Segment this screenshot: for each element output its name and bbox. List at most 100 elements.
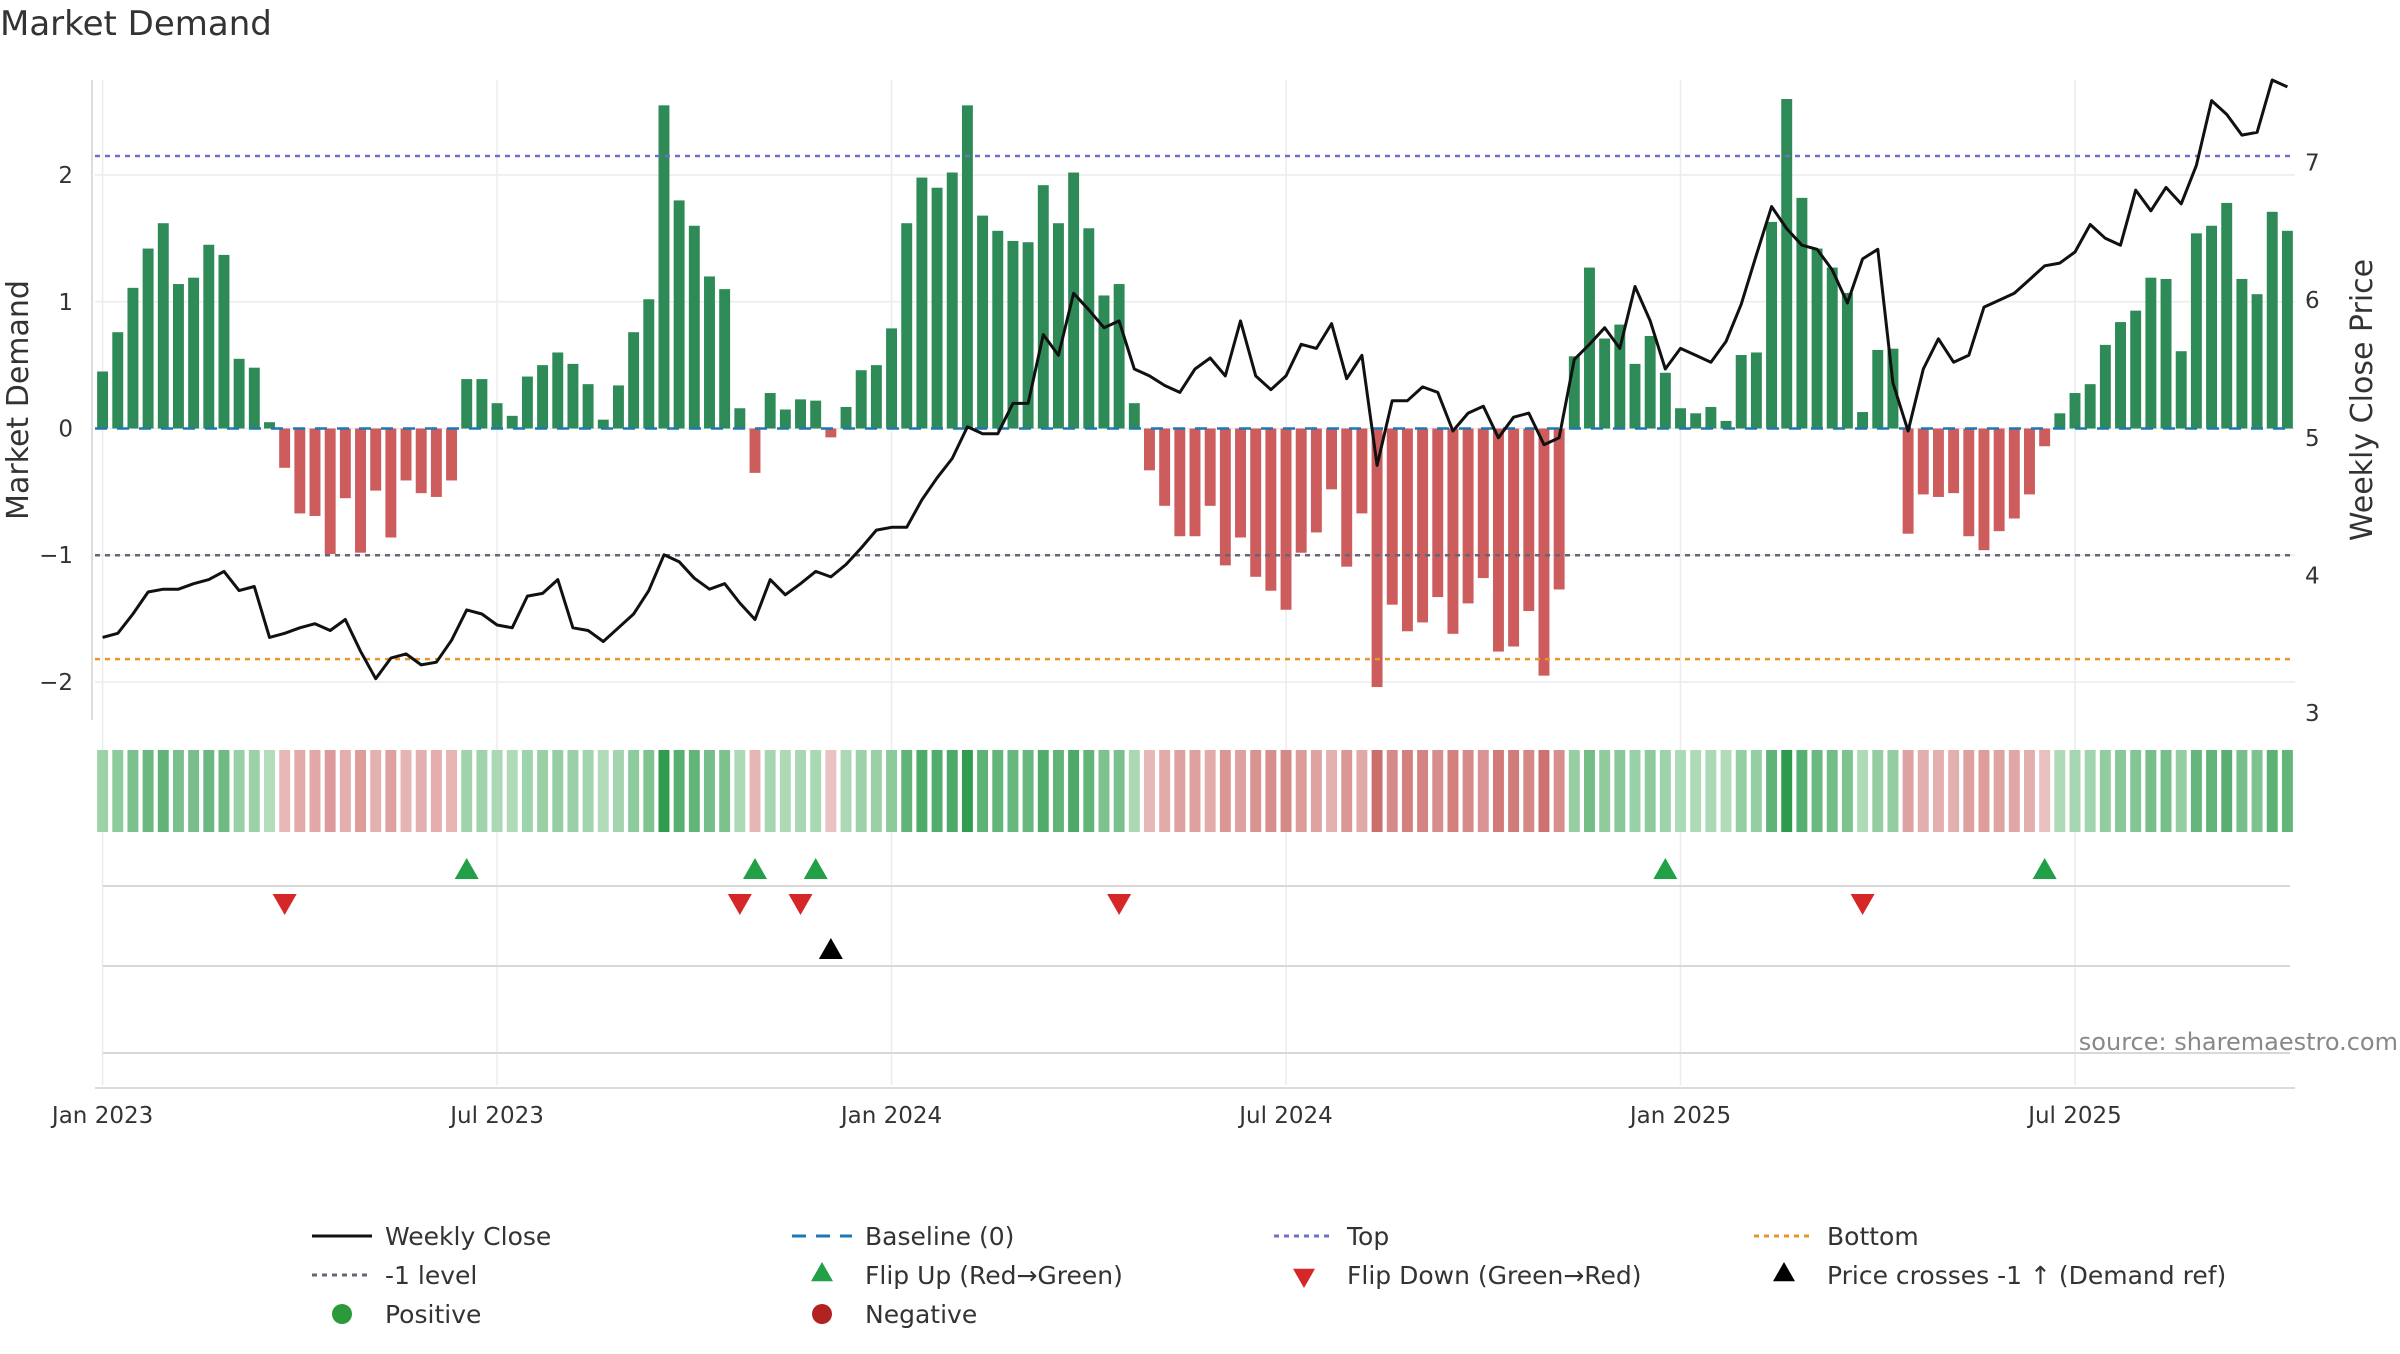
heat-cell xyxy=(1144,750,1155,832)
heat-cell xyxy=(142,750,154,832)
legend-label: Flip Down (Green→Red) xyxy=(1347,1261,1642,1290)
x-tick-label: Jul 2025 xyxy=(2026,1103,2122,1129)
heat-cell xyxy=(749,750,761,832)
demand-bar xyxy=(2251,294,2263,429)
heat-cell xyxy=(1720,750,1732,832)
heat-cell xyxy=(1356,750,1368,832)
demand-heat-strip xyxy=(97,750,2293,832)
demand-bar xyxy=(2266,211,2278,429)
heat-cell xyxy=(886,750,898,832)
demand-bar xyxy=(931,187,943,429)
heat-cell xyxy=(2206,750,2218,832)
legend-swatch xyxy=(1773,1262,1795,1282)
demand-bar xyxy=(1811,248,1823,429)
demand-bar xyxy=(2206,225,2218,429)
heat-cell xyxy=(1189,750,1201,832)
demand-bar xyxy=(901,223,913,429)
heat-cell xyxy=(1735,750,1747,832)
heat-cell xyxy=(1659,750,1671,832)
heat-cell xyxy=(1568,750,1580,832)
heat-cell xyxy=(355,750,366,832)
demand-bar xyxy=(476,379,488,429)
y-tick-right: 6 xyxy=(2305,288,2320,314)
demand-bar xyxy=(2054,413,2066,429)
demand-bar xyxy=(1584,267,1595,429)
demand-bar xyxy=(1705,406,1717,429)
demand-bar xyxy=(309,428,321,516)
demand-bar xyxy=(946,172,958,429)
heat-cell xyxy=(2008,750,2020,832)
demand-bar xyxy=(1841,292,1853,429)
flip-up-marker xyxy=(743,858,767,879)
heat-cell xyxy=(1204,750,1216,832)
demand-bar xyxy=(704,276,715,429)
legend-label: Weekly Close xyxy=(385,1222,551,1251)
heat-cell xyxy=(430,750,442,832)
heat-cell xyxy=(1401,750,1413,832)
demand-bar xyxy=(1492,428,1504,652)
demand-bar xyxy=(1128,403,1140,429)
heat-cell xyxy=(1492,750,1504,832)
heat-cell xyxy=(1508,750,1520,832)
legend-item-baseline: Baseline (0) xyxy=(792,1222,1014,1251)
demand-bar xyxy=(1052,223,1064,429)
flip-up-marker xyxy=(2032,858,2057,879)
heat-cell xyxy=(294,750,306,832)
demand-bar xyxy=(855,370,867,429)
heat-cell xyxy=(1310,750,1322,832)
demand-bar xyxy=(719,289,731,429)
heat-cell xyxy=(1750,750,1762,832)
heat-cell xyxy=(931,750,943,832)
demand-bar xyxy=(870,365,882,429)
demand-bar xyxy=(97,371,109,429)
demand-bar xyxy=(1948,428,1960,494)
demand-bar xyxy=(688,225,700,429)
heat-cell xyxy=(233,750,245,832)
heat-cell xyxy=(112,750,124,832)
heat-cell xyxy=(415,750,427,832)
heat-cell xyxy=(2024,750,2035,832)
heat-cell xyxy=(506,750,518,832)
heat-cell xyxy=(370,750,382,832)
heat-cell xyxy=(2069,750,2081,832)
demand-bar xyxy=(916,177,928,429)
x-tick-label: Jul 2023 xyxy=(448,1103,544,1129)
legend-label: Top xyxy=(1346,1222,1389,1251)
heat-cell xyxy=(1932,750,1944,832)
demand-bar xyxy=(1447,428,1459,634)
legend-item-flip_up: Flip Up (Red→Green) xyxy=(811,1261,1123,1290)
heat-cell xyxy=(612,750,624,832)
heat-cell xyxy=(1584,750,1595,832)
heat-cell xyxy=(1295,750,1307,832)
heat-cell xyxy=(385,750,397,832)
flip-down-marker xyxy=(727,894,752,915)
chart-title: Market Demand xyxy=(0,4,272,44)
demand-bar xyxy=(370,428,382,491)
heat-cell xyxy=(1826,750,1838,832)
y-axis-title-right: Weekly Close Price xyxy=(2345,259,2380,541)
y-tick-left: 2 xyxy=(58,163,73,189)
demand-bar xyxy=(233,358,245,429)
demand-bar xyxy=(1523,428,1535,612)
legend-label: Price crosses -1 ↑ (Demand ref) xyxy=(1827,1261,2226,1290)
heat-cell xyxy=(97,750,109,832)
heat-cell xyxy=(1781,750,1793,832)
heat-cell xyxy=(491,750,503,832)
heat-cell xyxy=(2251,750,2263,832)
demand-bar xyxy=(734,408,746,429)
demand-bar xyxy=(2084,384,2096,429)
heat-cell xyxy=(1417,750,1429,832)
legend-item-bottom: Bottom xyxy=(1754,1222,1919,1251)
demand-bar xyxy=(1508,428,1520,647)
heat-cell xyxy=(825,750,837,832)
legend-item-minus1: -1 level xyxy=(312,1261,477,1290)
heat-cell xyxy=(157,750,169,832)
legend-swatch xyxy=(332,1304,352,1324)
demand-bar xyxy=(628,332,640,429)
heat-cell xyxy=(279,750,291,832)
demand-bar xyxy=(1568,356,1580,429)
heat-cell xyxy=(203,750,215,832)
demand-bar xyxy=(1174,428,1186,537)
heat-cell xyxy=(810,750,822,832)
demand-bar xyxy=(552,352,564,429)
